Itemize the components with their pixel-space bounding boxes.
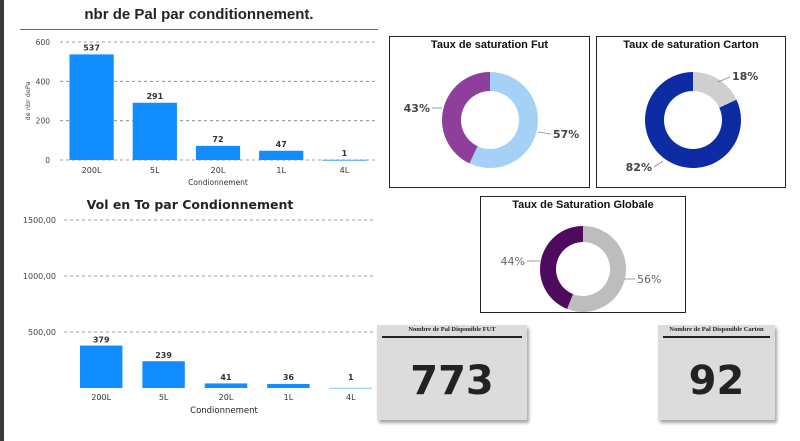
y-tick-label: 500,00 [28, 328, 56, 337]
kpi-fut-divider [382, 336, 522, 338]
chart2-title: Vol en To par Condionnement [86, 197, 294, 212]
y-tick-label: 1500,00 [23, 216, 56, 225]
kpi-carton-label: Nombre de Pal Disponible Carton [669, 326, 764, 333]
bar-data-label: 36 [283, 373, 295, 382]
left-border [0, 0, 4, 441]
x-tick-label: 200L [91, 393, 111, 402]
donut-label-leader [653, 160, 664, 168]
y-tick-label: 1000,00 [23, 272, 56, 281]
bar [322, 159, 367, 161]
y-tick-label: 600 [36, 38, 51, 47]
bar-data-label: 1 [342, 149, 348, 158]
donut-slice [469, 72, 538, 168]
donut-data-label: 57% [553, 128, 579, 141]
x-tick-label: 20L [211, 166, 226, 175]
donut-slice [442, 72, 490, 164]
x-axis-label: Condionnement [190, 406, 258, 416]
donut-data-label: 43% [404, 102, 430, 115]
x-tick-label: 5L [150, 166, 160, 175]
bar [142, 361, 185, 388]
donut-data-label: 44% [501, 255, 525, 268]
x-tick-label: 1L [284, 393, 294, 402]
donut-carton-chart: 82% 18% [626, 70, 759, 174]
kpi-carton-divider [663, 336, 770, 338]
y-tick-label: 400 [36, 77, 51, 86]
kpi-card-fut: Nombre de Pal Disponible FUT 773 [377, 325, 527, 420]
bar [329, 387, 373, 389]
bar [259, 150, 304, 160]
donut-data-label: 18% [732, 70, 758, 83]
donut-slice [567, 226, 626, 312]
chart2-volume-bar-chart: 500,00 1000,00 1500,00 379 200L 239 5L 41 20L 36 1… [23, 216, 376, 416]
bar [195, 145, 241, 160]
donut-slice [693, 72, 737, 108]
bar-data-label: 41 [220, 373, 232, 382]
donut-card-global: Taux de Saturation Globale 44% 56% [480, 196, 686, 313]
donut-data-label: 56% [637, 273, 661, 286]
chart1-title: nbr de Pal par conditionnement. [84, 6, 314, 23]
bar [267, 383, 310, 388]
donut-slice [645, 72, 741, 168]
bar-data-label: 72 [212, 135, 223, 144]
x-tick-label: 4L [346, 393, 356, 402]
x-tick-label: 4L [340, 166, 350, 175]
chart1-title-underline [20, 29, 378, 30]
donut-fut-title: Taux de saturation Fut [430, 39, 549, 51]
y-tick-label: 200 [36, 117, 51, 126]
bar-data-label: 47 [276, 140, 287, 149]
x-axis-label: Condionnement [188, 178, 248, 187]
chart1-pal-count-bar-chart: 0 200 400 600 de nbr dePa 537 200L 291 5L 72 20L 47… [24, 38, 376, 187]
x-tick-label: 5L [159, 393, 169, 402]
bar-data-label: 537 [83, 43, 100, 52]
bar [79, 345, 123, 388]
donut-slice [540, 226, 583, 309]
kpi-fut-label: Nombre de Pal Disponible FUT [408, 326, 496, 333]
bar-data-label: 379 [93, 336, 110, 345]
bar [204, 383, 248, 388]
kpi-carton-value: 92 [688, 358, 745, 404]
donut-carton-title: Taux de saturation Carton [623, 39, 759, 51]
donut-global-chart: 44% 56% [501, 226, 661, 312]
x-tick-label: 20L [219, 393, 234, 402]
donut-label-leader [717, 76, 731, 83]
kpi-card-carton: Nombre de Pal Disponible Carton 92 [658, 325, 775, 420]
donut-card-carton: Taux de saturation Carton 82% 18% [596, 36, 786, 188]
x-tick-label: 1L [276, 166, 286, 175]
donut-global-title: Taux de Saturation Globale [512, 199, 654, 211]
donut-label-leader [537, 131, 552, 135]
x-tick-label: 200L [82, 166, 102, 175]
bar [132, 102, 177, 160]
bar-data-label: 291 [146, 92, 163, 101]
bar-data-label: 239 [155, 351, 172, 360]
kpi-fut-value: 773 [410, 358, 494, 404]
bar [69, 54, 114, 160]
y-axis-label: de nbr dePa [24, 82, 32, 121]
donut-fut-chart: 43% 57% [404, 72, 579, 168]
bar-data-label: 1 [348, 373, 354, 382]
donut-card-fut: Taux de saturation Fut 43% 57% [389, 36, 590, 188]
donut-data-label: 82% [626, 161, 652, 174]
y-tick-label: 0 [45, 156, 50, 165]
